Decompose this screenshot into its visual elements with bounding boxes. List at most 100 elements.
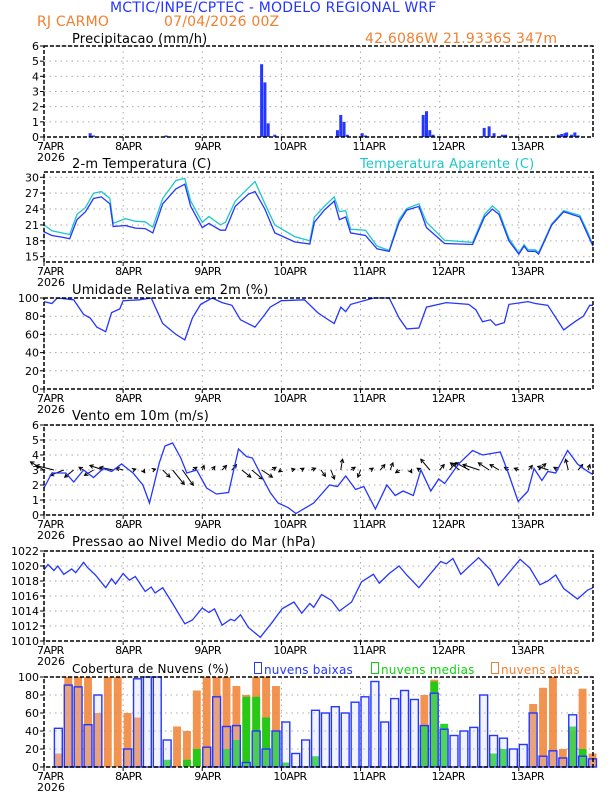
wind-vector [450,462,460,471]
y-tick-label: 0 [32,383,39,396]
x-tick-label: 11APR [353,770,387,783]
cloud-bar-nuvens-medias [499,749,508,767]
panel-3: 0 20 40 60 80 100 7APR 8APR 9APR 10APR 11APR 12APR 1… [18,292,594,416]
cloud-bar-nuvens-altas [222,677,231,767]
wind-title: Vento em 10m (m/s) [72,409,209,424]
cloud-bar-nuvens-baixas [380,721,390,768]
cloud-title: Cobertura de Nuvens (%) [72,662,229,676]
cloud-bar-nuvens-baixas [142,676,153,768]
x-tick-label: 10APR [273,265,307,278]
cloud-bar-nuvens-altas [578,688,587,767]
y-tick-label: 5 [32,55,39,68]
cloud-bar-nuvens-baixas [548,750,558,768]
x-tick-label: 10APR [273,770,307,783]
wind-vector-head [211,465,216,471]
precip-bar [263,82,267,137]
precip-title: Precipitacao (mm/h) [72,32,208,47]
wind-vector-head [232,463,238,469]
cloud-bar-nuvens-baixas [340,712,350,768]
y-tick-label: 100 [18,292,39,305]
wind-vector-head [541,463,547,468]
plot-frame [43,676,594,768]
wind-vector-head [83,471,89,476]
legend-mid-clouds: nuvens medias [371,662,475,677]
cloud-bar-nuvens-altas [529,704,538,767]
x-tick-label: 9APR [194,392,222,405]
y-tick-label: 6 [32,419,39,432]
y-tick-label: 24 [25,203,39,216]
x-tick-label: 12APR [432,770,466,783]
wind-vector-head [88,464,94,469]
x-tick-label: 11APR [353,644,387,657]
cloud-bar-nuvens-medias [232,740,241,767]
cloud-bar-nuvens-baixas [93,694,103,768]
wind-vector [565,459,569,471]
wind-vector-head [536,465,542,470]
y-tick-label: 4 [32,70,39,83]
wind-vector-head [586,463,592,469]
y-tick-label: 4 [32,449,39,462]
series-line-temperatura-aparente [43,177,594,255]
cloud-bar-nuvens-baixas [261,748,271,768]
cloud-bar-nuvens-medias [420,726,429,767]
wind-vector-head [192,466,198,472]
cloud-bar-nuvens-medias [192,749,201,767]
x-tick-label: 7APR [37,644,65,657]
precip-bar [563,133,567,137]
precip-bar [88,133,92,137]
cloud-bar-nuvens-altas [64,677,73,767]
y-tick-label: 1012 [11,620,39,633]
precip-bar [345,134,349,137]
precip-bar [273,134,277,137]
wind-vector-head [29,461,35,466]
wind-vector [64,469,74,478]
x-tick-label: 9APR [194,265,222,278]
wind-vector-head [78,466,84,472]
x-tick-label: 8APR [115,644,143,657]
cloud-bar-nuvens-baixas [488,734,499,768]
cloud-bar-nuvens-baixas [508,748,519,768]
y-tick-label: 20 [25,743,39,756]
cloud-bar-nuvens-baixas [370,680,380,768]
wind-vector [449,462,457,471]
cloud-bar-nuvens-altas [84,677,92,767]
wind-vector [162,469,171,478]
cloud-bar-nuvens-baixas [419,724,429,768]
y-tick-label: 60 [25,707,39,720]
y-tick-label: 100 [18,671,39,684]
wind-vector [261,469,273,478]
x-tick-label: 11APR [353,518,387,531]
cloud-bar-nuvens-altas [93,713,102,767]
y-tick-label: 1022 [11,545,39,558]
wind-vector [439,464,445,471]
y-tick-label: 18 [25,235,39,248]
x-tick-label: 9APR [194,140,222,153]
cloud-bar-nuvens-medias [281,762,290,767]
wind-vector-head [200,464,206,470]
precip-bar [570,134,574,137]
precip-bar [342,121,346,137]
series-line-umidade-relativa [43,297,593,341]
year-label: 2026 [37,151,65,164]
cloud-bar-nuvens-altas [133,717,142,767]
wind-vector-head [131,467,137,473]
wind-vector-head [380,463,386,469]
x-tick-label: 12APR [432,392,466,405]
series-line-velocidade-do-vento [43,442,594,515]
wind-vector-head [489,464,495,469]
temp-title: 2-m Temperatura (C) [72,157,212,172]
cloud-bar-nuvens-medias [222,749,231,767]
precip-bar [424,111,428,137]
x-tick-label: 8APR [115,392,143,405]
y-tick-label: 1 [32,494,39,507]
y-tick-label: 1016 [11,590,39,603]
panel-1: 0 1 2 3 4 5 6 7APR 8APR 9APR 10APR 11APR 12APR 13APR 2… [32,40,594,164]
cloud-bar-nuvens-baixas [449,734,459,768]
precip-bar [363,135,367,137]
wind-vector-head [449,462,455,467]
wind-vector [577,464,584,471]
cloud-bar-nuvens-medias [489,753,498,767]
cloud-bar-nuvens-altas [103,677,112,767]
series-line-temperatura [43,183,594,256]
wind-vector-head [98,465,104,471]
